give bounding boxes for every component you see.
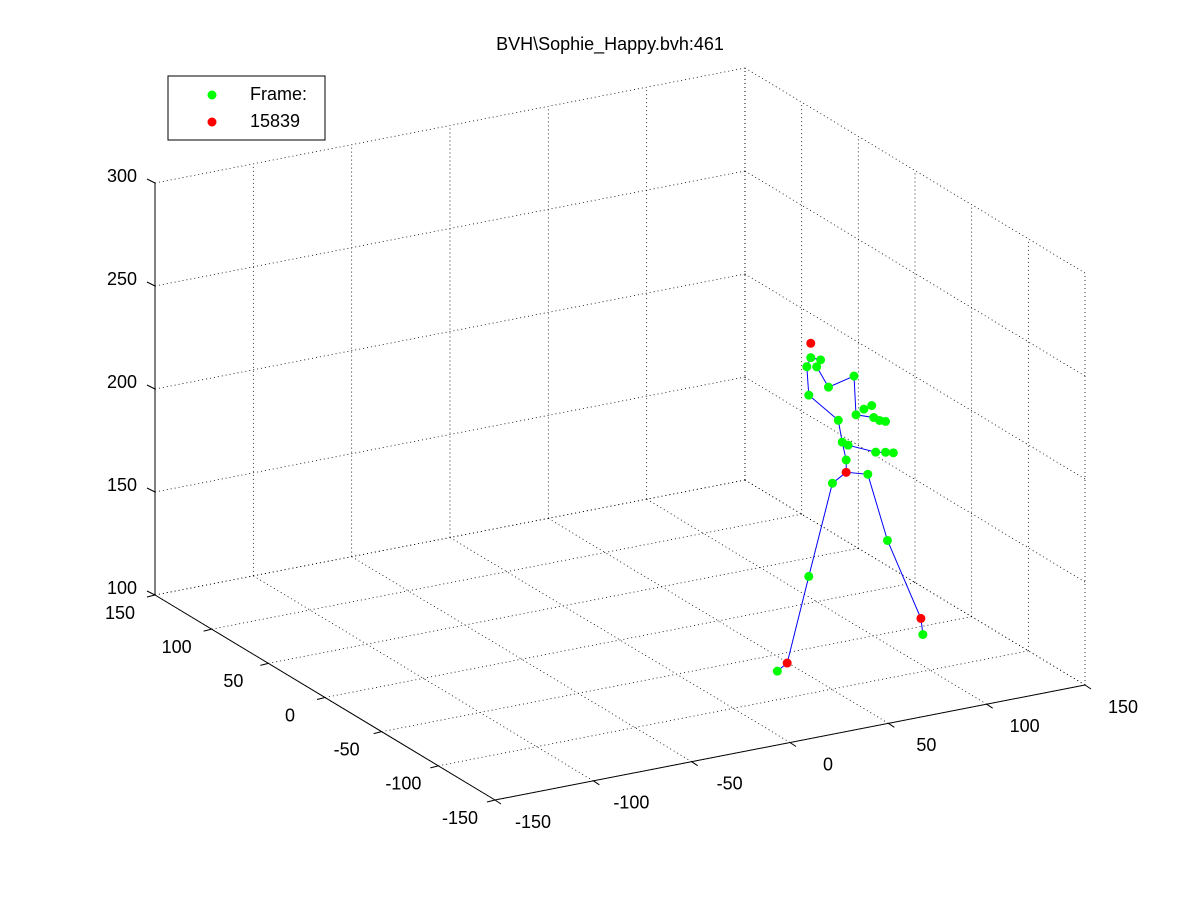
grid-line [211,513,802,630]
y-tick-label: 150 [105,603,135,623]
point [833,415,843,425]
grid-line [154,170,746,287]
grid-line [154,479,746,596]
chart-title: BVH\Sophie_Happy.bvh:461 [496,34,724,55]
z-tick [146,178,156,184]
z-tick-label: 300 [107,166,137,186]
grid-line [154,273,746,390]
z-tick [146,281,156,287]
x-tick [888,722,895,728]
x-tick [986,703,993,709]
z-tick [146,384,156,390]
x-tick [1084,684,1092,690]
y-tick [203,628,212,632]
z-tick-label: 100 [107,578,137,598]
point [869,413,879,423]
point [802,362,812,372]
point [823,382,833,392]
point [816,355,826,365]
x-tick [691,761,698,767]
point [916,613,926,623]
grid-line [438,650,1029,767]
z-tick [146,590,156,596]
y-tick [316,697,326,700]
z-tick-label: 250 [107,269,137,289]
y-tick-label: -150 [442,808,478,828]
z-tick-label: 200 [107,372,137,392]
y-tick [146,594,156,598]
y-tick-label: -50 [334,739,360,759]
x-tick [593,780,600,786]
y-tick-label: -100 [385,774,421,794]
legend-marker [207,90,217,100]
point [841,467,851,477]
y-tick [260,662,269,666]
point [812,362,822,372]
y-tick-label: 100 [162,637,192,657]
grid-line [154,376,746,493]
point [804,390,814,400]
point [849,371,859,381]
x-tick [789,742,797,747]
point [772,666,782,676]
point [806,338,816,348]
z-tick-label: 150 [107,475,137,495]
grid-line [381,616,972,733]
y-tick [486,799,496,803]
point [863,469,873,479]
point [881,447,890,457]
point [881,416,890,426]
legend-label: Frame: [250,84,307,104]
grid-line [268,547,859,664]
y-tick [430,765,439,769]
x-tick-label: 150 [1108,697,1138,717]
point [841,455,851,465]
y-tick [373,731,382,735]
x-tick-label: 0 [823,754,833,774]
x-tick [494,799,502,805]
point [782,658,792,668]
point [888,448,898,458]
x-tick-label: -50 [717,773,743,793]
point [851,410,861,420]
grid-line [324,582,916,698]
point [871,447,881,457]
y-tick-label: 50 [223,671,243,691]
legend-label: 15839 [250,111,300,131]
x-tick-label: -100 [613,793,649,813]
legend-marker [207,117,217,127]
legend-box [167,75,326,141]
x-tick-label: -150 [515,812,551,832]
grid-line [154,67,746,184]
x-tick-label: 50 [916,735,936,755]
point [827,478,837,488]
y-tick-label: 0 [285,705,295,725]
point [804,571,814,581]
point [843,440,853,450]
point [806,353,816,363]
x-tick-label: 100 [1010,716,1040,736]
point [882,535,892,545]
point [859,404,869,414]
point [867,401,877,411]
point [918,630,928,640]
z-tick [146,487,156,493]
